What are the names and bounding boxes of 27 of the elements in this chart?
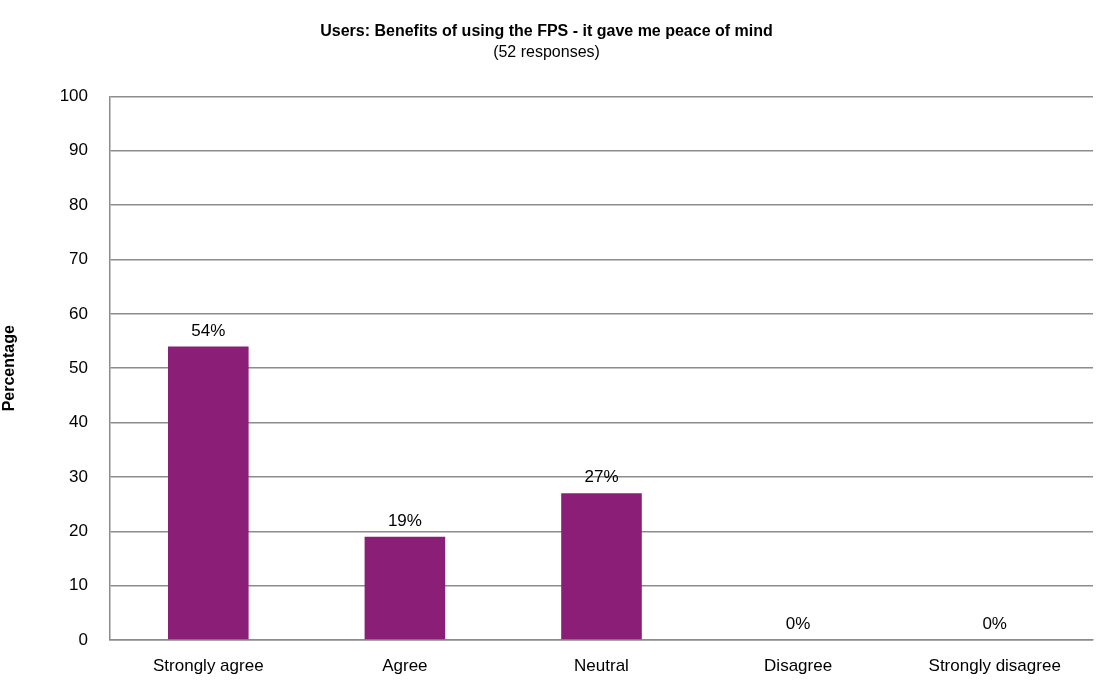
x-tick-label: Disagree [764, 655, 833, 675]
y-tick-label: 10 [69, 575, 88, 595]
y-tick-label: 80 [69, 194, 88, 214]
y-tick-label: 40 [69, 412, 88, 432]
y-tick-label: 20 [69, 520, 88, 540]
y-tick-label: 0 [78, 629, 88, 649]
y-tick-label: 90 [69, 140, 88, 160]
data-label: 19% [387, 510, 422, 530]
x-tick-label: Neutral [574, 655, 629, 675]
chart-subtitle: (52 responses) [493, 43, 600, 61]
y-tick-label: 100 [59, 86, 88, 106]
y-tick-label: 70 [69, 249, 88, 269]
x-tick-label: Strongly disagree [928, 655, 1061, 675]
bar [364, 536, 446, 640]
data-label: 54% [191, 320, 226, 340]
x-tick-label: Strongly agree [153, 655, 264, 675]
data-label: 0% [982, 614, 1007, 634]
data-label: 0% [785, 614, 811, 634]
x-tick-label: Agree [382, 655, 428, 675]
y-axis-title: Percentage [0, 324, 18, 412]
y-tick-label: 60 [69, 303, 88, 323]
chart-title: Users: Benefits of using the FPS - it gave me peace of mind [320, 22, 773, 40]
data-label: 27% [584, 467, 619, 487]
bar [168, 346, 249, 640]
y-tick-label: 50 [69, 357, 88, 377]
y-tick-label: 30 [69, 466, 88, 486]
bar [561, 493, 642, 640]
